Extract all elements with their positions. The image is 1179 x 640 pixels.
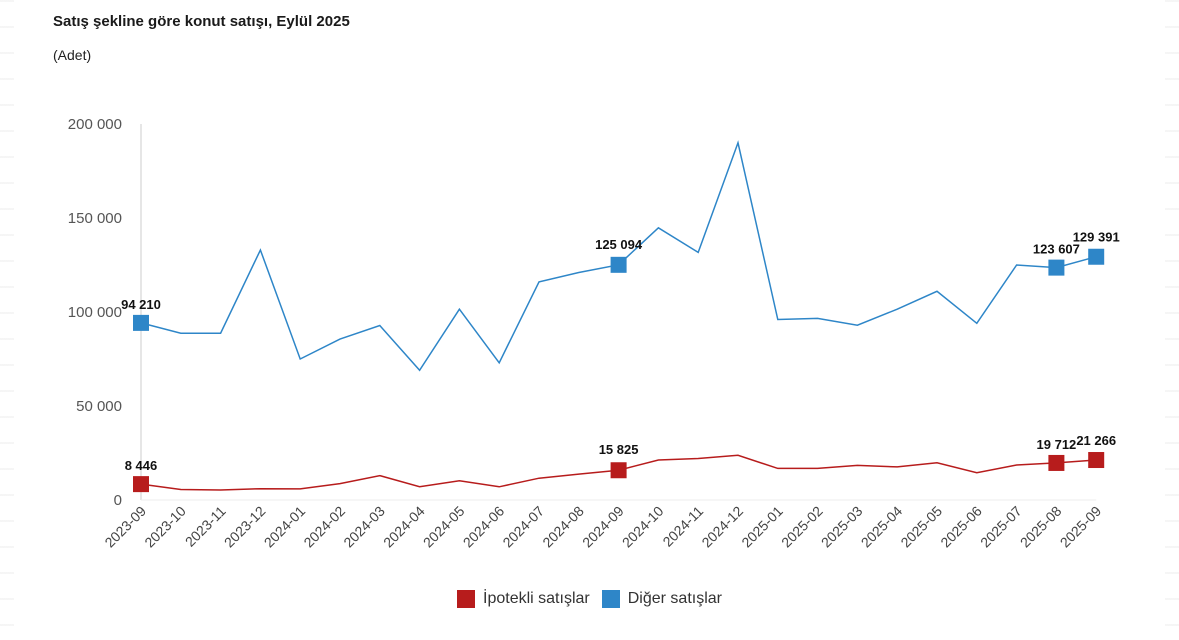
chart-title: Satış şekline göre konut satışı, Eylül 2… [53,13,350,30]
legend-swatch-diger [601,590,620,608]
y-tick-label: 200 000 [68,116,122,133]
x-tick-label: 2024-03 [340,503,388,551]
legend-item-ipotekli[interactable]: İpotekli satışlar [457,590,590,608]
data-label: 129 391 [1073,230,1120,245]
data-marker [610,256,627,273]
x-tick-label: 2025-02 [778,503,826,551]
data-label: 21 266 [1076,433,1116,448]
x-tick-label: 2023-09 [101,503,149,551]
series-markers [133,248,1105,493]
data-label: 8 446 [125,458,158,473]
x-tick-label: 2024-05 [420,503,468,551]
x-tick-label: 2025-06 [937,503,985,551]
data-marker [133,476,149,493]
legend-swatch-ipotekli [457,590,476,608]
y-tick-label: 150 000 [68,210,122,227]
series-lines [140,140,1097,491]
data-marker [1048,454,1065,471]
chart-subtitle: (Adet) [53,47,92,63]
x-tick-label: 2023-11 [182,503,229,550]
x-tick-label: 2023-10 [141,503,189,551]
x-tick-label: 2024-08 [539,503,587,551]
left-edge-decoration [0,0,14,640]
x-tick-label: 2024-02 [300,503,348,551]
data-label: 94 210 [121,297,161,312]
data-marker [1048,259,1065,276]
x-tick-label: 2025-03 [818,503,866,551]
y-tick-label: 0 [114,492,122,509]
data-label: 15 825 [599,442,639,457]
x-tick-label: 2025-07 [977,503,1025,551]
legend-label-ipotekli: İpotekli satışlar [483,590,590,607]
data-label: 125 094 [595,237,643,252]
y-tick-label: 50 000 [76,398,122,415]
x-tick-label: 2025-01 [738,503,786,551]
y-tick-label: 100 000 [68,304,122,321]
x-tick-label: 2024-01 [261,503,309,551]
x-tick-label: 2025-04 [858,503,906,551]
x-tick-label: 2025-08 [1017,503,1065,551]
x-tick-label: 2024-07 [499,503,547,551]
x-tick-label: 2023-12 [221,503,269,551]
x-tick-label: 2024-09 [579,503,627,551]
series-line-1 [140,140,1097,372]
data-marker [1088,452,1105,469]
data-labels: 8 446 15 825 19 712 21 266 94 210 125 094 123 … [121,230,1120,473]
data-marker [610,462,627,479]
data-marker [1088,248,1105,265]
x-tick-label: 2024-12 [698,503,746,551]
x-tick-label: 2025-05 [897,503,945,551]
legend-label-diger: Diğer satışlar [627,590,722,607]
legend-item-diger[interactable]: Diğer satışlar [601,590,722,608]
x-tick-label: 2024-10 [619,503,667,551]
x-tick-label: 2025-09 [1057,503,1105,551]
x-tick-label: 2024-11 [659,503,706,550]
x-tick-label: 2024-04 [380,503,428,551]
data-marker [133,314,149,331]
data-label: 19 712 [1037,437,1077,452]
data-label: 123 607 [1033,242,1080,257]
x-tick-label: 2024-06 [460,503,508,551]
right-edge-decoration [1165,0,1179,640]
legend: İpotekli satışlar Diğer satışlar [0,590,1179,608]
